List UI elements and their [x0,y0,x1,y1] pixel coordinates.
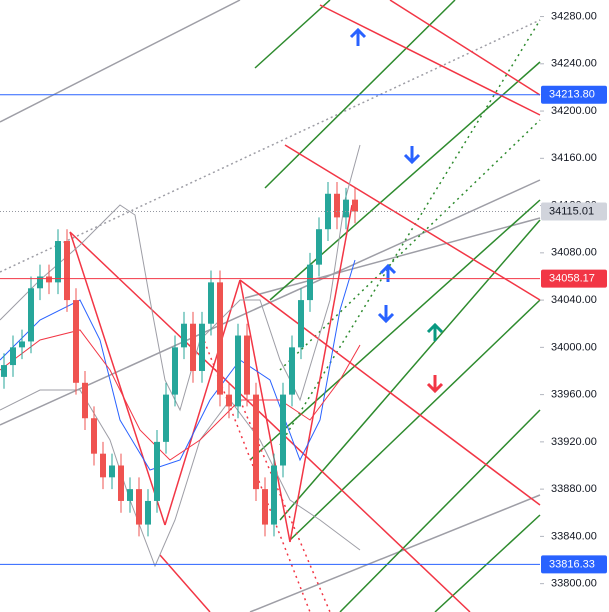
candle-body [226,394,232,407]
arrows [349,27,444,394]
candle-body [343,199,349,218]
candle-body [19,341,25,348]
candle-body [298,300,304,348]
y-tick-label: 34040.00 [551,294,597,306]
candle-body [91,418,97,454]
candle-body [208,282,214,324]
plot [0,94,540,565]
y-tick-label: 33840.00 [551,530,597,542]
price-label-box [541,269,607,288]
candle-body [307,264,313,301]
candle-body [163,394,169,442]
price-label-box [541,85,607,104]
price-label: 33816.33 [549,558,595,570]
candle-body [109,465,115,478]
candle-body [82,382,88,419]
candle-body [145,500,151,525]
y-tick-label: 34000.00 [551,341,597,353]
candle-body [181,323,187,348]
candle-body [253,394,259,490]
y-tick-label: 34200.00 [551,105,597,117]
candle-body [154,441,160,501]
y-tick-label: 34160.00 [551,152,597,164]
candle-body [55,241,61,283]
candle-body [235,335,241,407]
drawings [0,0,541,612]
candle-body [244,335,250,395]
candle-body [100,453,106,478]
price-label-box [541,555,607,574]
candle-body [1,365,7,377]
y-tick-label: 33880.00 [551,483,597,495]
candle-body [190,323,196,371]
price-label-box [541,202,607,221]
candle-body [289,347,295,395]
candle-body [10,347,16,366]
candle-body [217,282,223,395]
candle-body [118,465,124,501]
y-tick-label: 34240.00 [551,58,597,70]
candle-body [280,394,286,466]
y-tick-label: 34080.00 [551,247,597,259]
candle-body [127,489,133,501]
candle-body [271,465,277,525]
candle-body [64,241,70,301]
candle-body [262,489,268,525]
candle-body [28,288,34,342]
candle-body [37,276,43,289]
candle-body [334,193,340,218]
y-tick-label: 33800.00 [551,578,597,590]
price-label: 34213.80 [549,89,595,101]
candle-body [172,347,178,395]
y-tick-label: 33960.00 [551,389,597,401]
candle-body [73,300,79,383]
price-axis: 34280.0034240.0034200.0034160.0034120.00… [540,10,607,590]
price-label: 34058.17 [549,273,595,285]
y-tick-label: 34280.00 [551,10,597,22]
candle-body [316,229,322,265]
candle-body [46,276,52,283]
price-label: 34115.01 [549,205,594,217]
candle-body [199,323,205,371]
y-tick-label: 33920.00 [551,436,597,448]
candle-body [352,199,358,212]
candle-body [136,489,142,525]
